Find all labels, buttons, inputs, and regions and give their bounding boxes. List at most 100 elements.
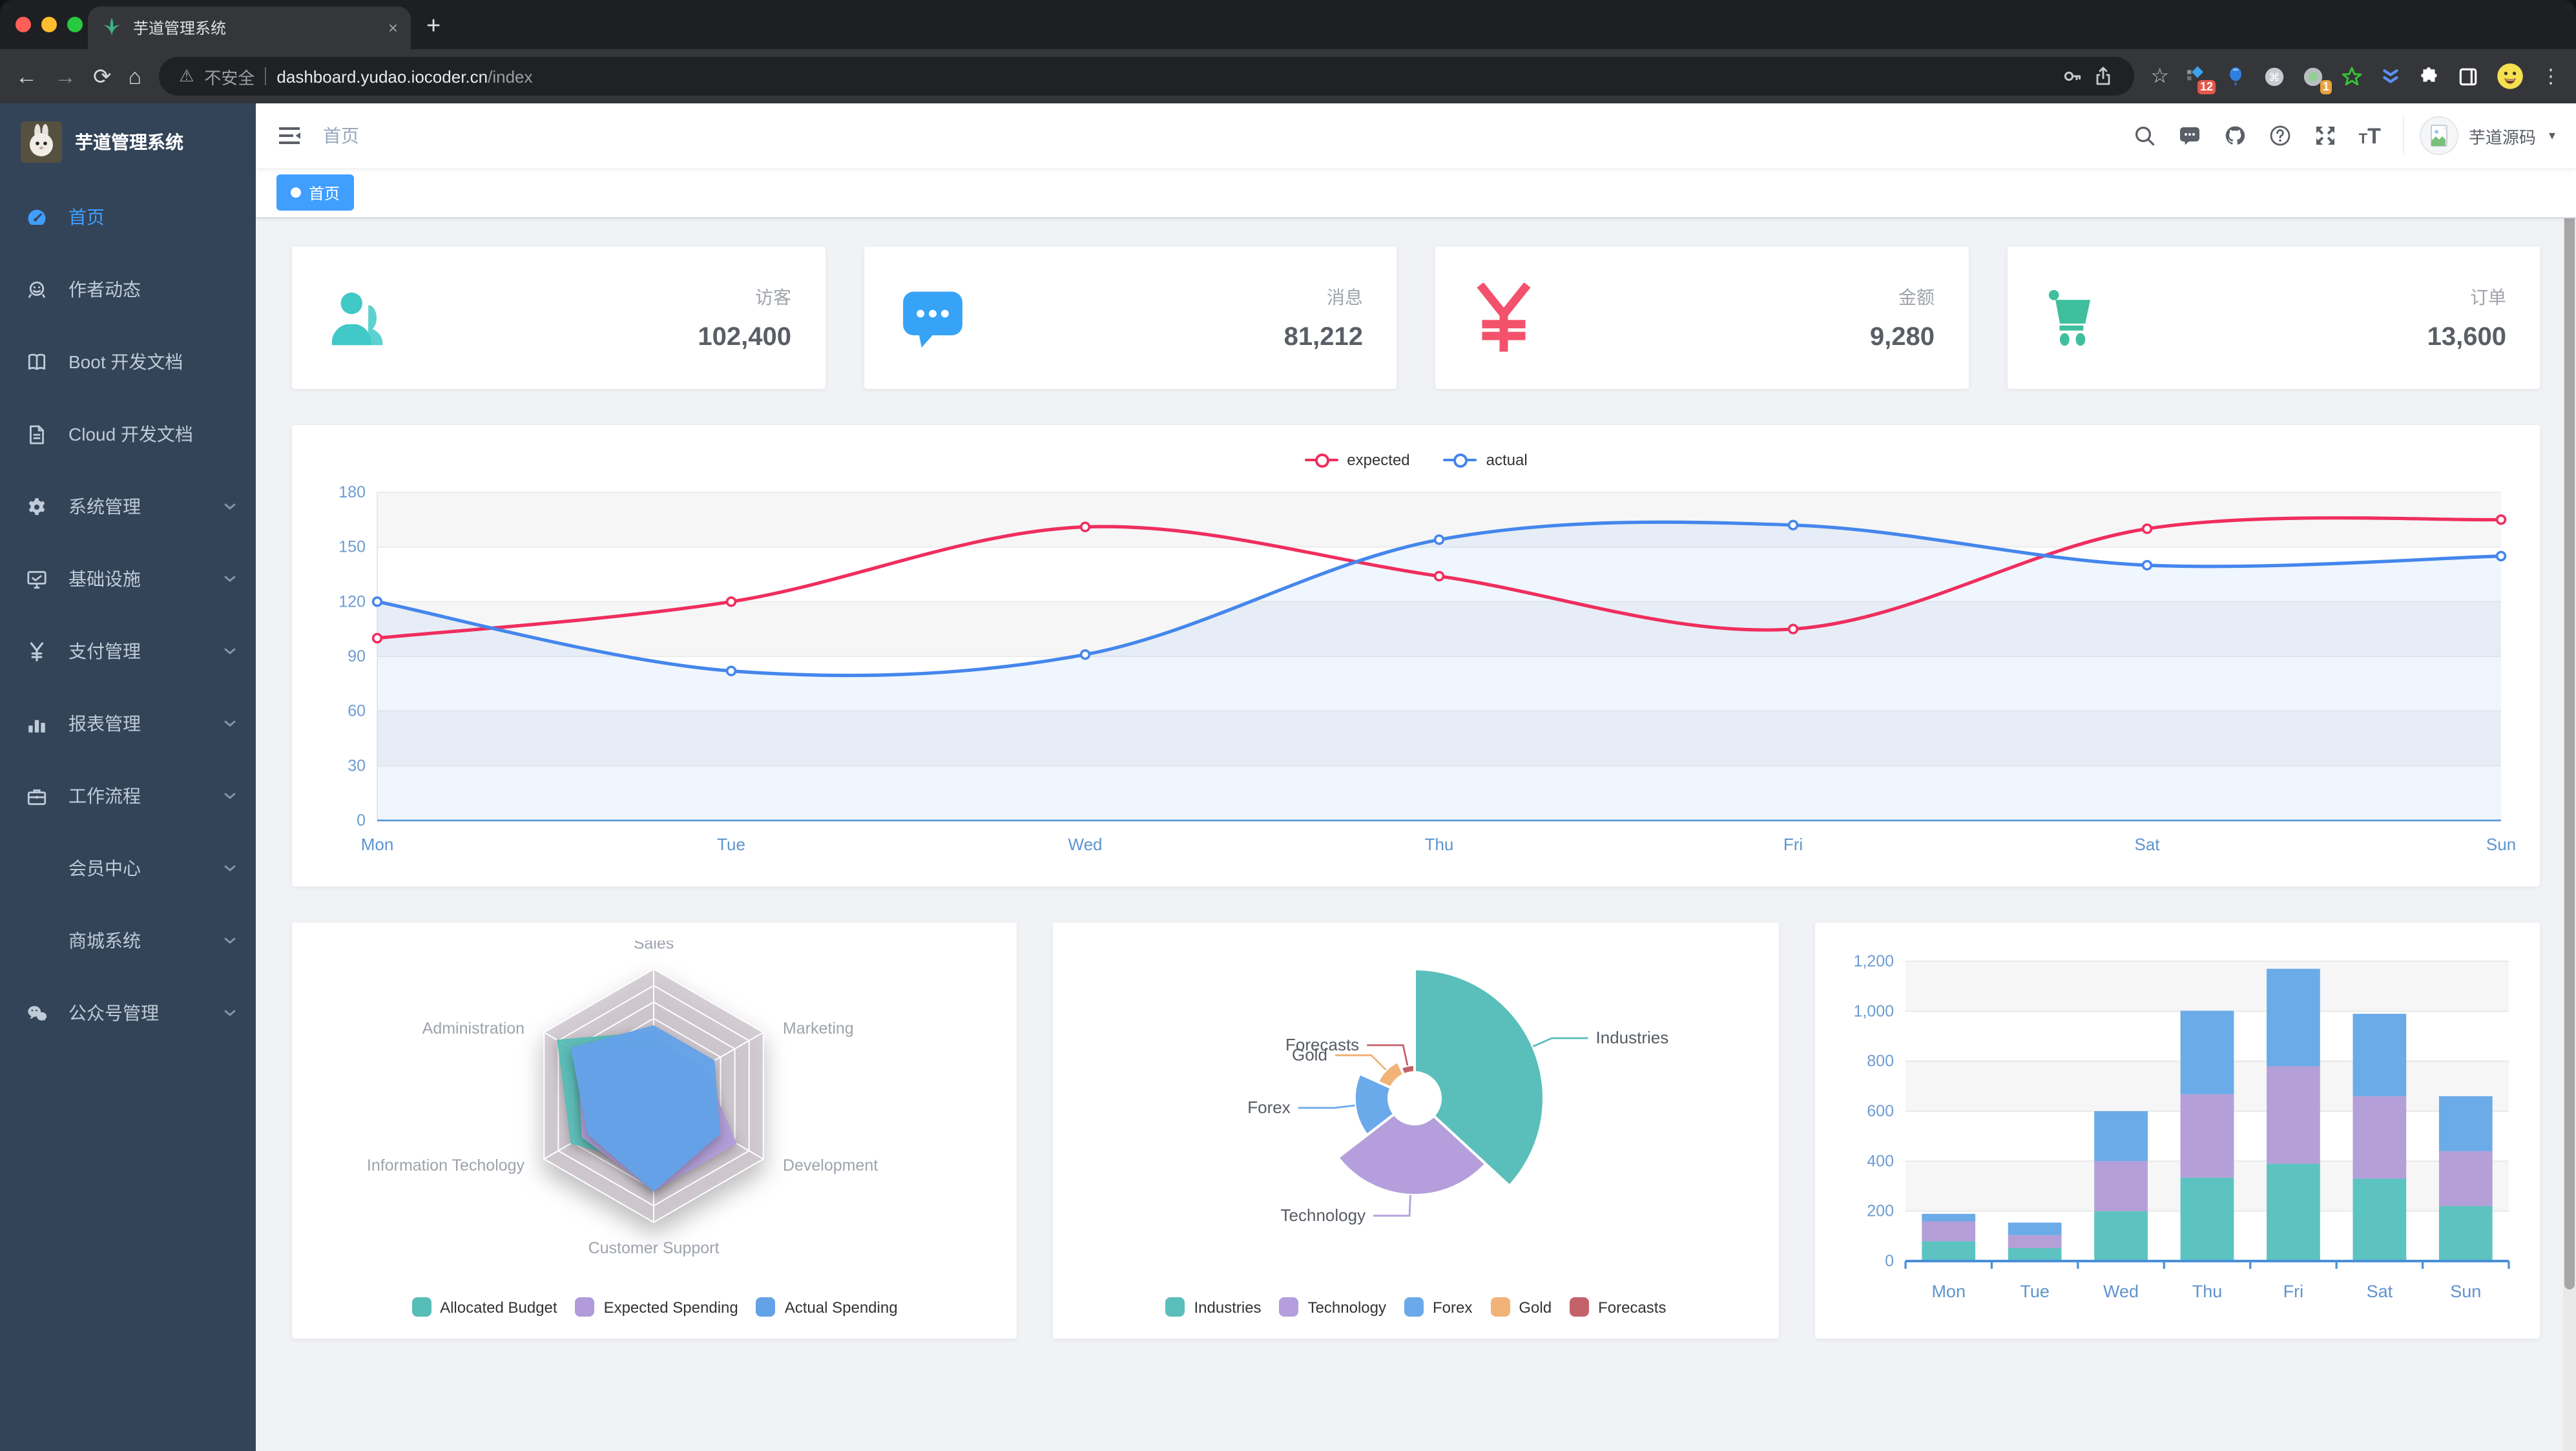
github-icon[interactable] [2223, 124, 2247, 147]
svg-text:200: 200 [1867, 1202, 1894, 1220]
legend-item-technology[interactable]: Technology [1279, 1297, 1386, 1317]
sidebar-item-7[interactable]: 报表管理 [0, 687, 256, 760]
app-logo[interactable]: 芋道管理系统 [0, 103, 256, 181]
address-bar[interactable]: ⚠ 不安全 dashboard.yudao.iocoder.cn/index [158, 57, 2134, 96]
svg-text:Sun: Sun [2486, 835, 2516, 854]
sidebar-item-label: Boot 开发文档 [68, 351, 183, 372]
scrollbar-thumb[interactable] [2564, 103, 2575, 1289]
message-icon[interactable] [2178, 124, 2201, 147]
briefcase-icon [26, 785, 48, 807]
sidebar-item-11[interactable]: 公众号管理 [0, 977, 256, 1049]
legend-item-forecasts[interactable]: Forecasts [1570, 1297, 1666, 1317]
stat-card-1[interactable]: 消息 81,212 [864, 247, 1397, 389]
bookmark-star-icon[interactable]: ☆ [2150, 66, 2169, 88]
legend-swatch [1570, 1297, 1590, 1317]
tab-favicon-icon [101, 17, 123, 39]
money-icon [1469, 283, 1539, 353]
stat-value: 9,280 [1869, 322, 1935, 351]
help-icon[interactable] [2269, 124, 2292, 147]
legend-line-marker [1443, 453, 1477, 468]
new-tab-button[interactable]: + [426, 13, 441, 40]
reload-icon[interactable]: ⟳ [93, 64, 112, 89]
stat-card-3[interactable]: 订单 13,600 [2007, 247, 2540, 389]
svg-text:Forex: Forex [1248, 1098, 1291, 1117]
bar-chart-panel: 0 200 400 600 800 1,000 1,200 Mon Tue Wed Thu Fri Sa… [1814, 923, 2540, 1339]
extension-chevrons-icon[interactable] [2380, 65, 2402, 87]
browser-tab[interactable]: 芋道管理系统 × [88, 6, 411, 49]
svg-text:Fri: Fri [1783, 835, 1803, 854]
svg-text:0: 0 [1884, 1252, 1893, 1270]
password-key-icon[interactable] [2061, 66, 2082, 87]
sidebar-item-10[interactable]: 商城系统 [0, 904, 256, 977]
sidebar-item-1[interactable]: 作者动态 [0, 253, 256, 326]
back-icon[interactable]: ← [16, 64, 37, 89]
message-icon [897, 283, 967, 353]
svg-text:Thu: Thu [1425, 835, 1454, 854]
stat-card-0[interactable]: 访客 102,400 [292, 247, 825, 389]
tags-view-bar: 首页 [256, 168, 2576, 218]
tag-home[interactable]: 首页 [276, 174, 355, 211]
url-host: dashboard.yudao.iocoder.cn [276, 67, 488, 86]
legend-item-industries[interactable]: Industries [1165, 1297, 1262, 1317]
extension-star-icon[interactable] [2341, 65, 2363, 87]
extension-record-icon[interactable]: 1 [2302, 65, 2332, 94]
share-icon[interactable] [2092, 66, 2113, 87]
breadcrumb[interactable]: 首页 [323, 125, 359, 146]
home-icon[interactable]: ⌂ [128, 64, 142, 89]
pie-chart-panel: Industries Technology Forex Gold Forecasts I… [1053, 923, 1779, 1339]
sidebar-item-label: 商城系统 [68, 930, 141, 951]
sidebar-toggle-icon[interactable] [2457, 65, 2479, 87]
legend-swatch [1279, 1297, 1299, 1317]
sidebar: 芋道管理系统 首页 作者动态 Boot 开发文档 Cloud 开发文档系统管理基础设施… [0, 103, 256, 1451]
fullscreen-icon[interactable] [2314, 124, 2337, 147]
legend-label: Forecasts [1598, 1298, 1667, 1316]
legend-item-expected-spending[interactable]: Expected Spending [575, 1297, 738, 1317]
profile-avatar[interactable] [2496, 62, 2524, 90]
sidebar-item-5[interactable]: 基础设施 [0, 543, 256, 615]
tag-dot [291, 187, 301, 198]
legend-item-actual[interactable]: actual [1443, 451, 1528, 469]
window-close-button[interactable] [16, 17, 31, 32]
legend-item-forex[interactable]: Forex [1404, 1297, 1472, 1317]
page-scrollbar[interactable] [2563, 103, 2576, 1451]
extension-balloon-icon[interactable] [2225, 65, 2247, 87]
sidebar-item-label: 系统管理 [68, 496, 141, 517]
svg-text:600: 600 [1867, 1102, 1894, 1120]
macos-traffic-lights [16, 17, 83, 32]
sidebar-item-6[interactable]: 支付管理 [0, 615, 256, 687]
extensions-puzzle-icon[interactable] [2418, 65, 2440, 87]
user-menu[interactable]: 芋道源码 ▾ [2402, 116, 2555, 155]
line-chart-panel: expected actual 0 30 60 90 120 150 180 Mon Tue Wed… [292, 425, 2540, 886]
svg-text:Tue: Tue [2020, 1282, 2050, 1301]
sidebar-item-0[interactable]: 首页 [0, 181, 256, 253]
svg-text:Customer Support: Customer Support [588, 1239, 720, 1257]
tab-close-icon[interactable]: × [388, 18, 398, 37]
sidebar-item-2[interactable]: Boot 开发文档 [0, 326, 256, 398]
sidebar-item-3[interactable]: Cloud 开发文档 [0, 398, 256, 470]
search-icon[interactable] [2133, 124, 2156, 147]
legend-item-expected[interactable]: expected [1304, 451, 1410, 469]
legend-item-gold[interactable]: Gold [1490, 1297, 1552, 1317]
svg-text:Wed: Wed [2103, 1282, 2138, 1301]
hamburger-icon[interactable] [276, 123, 302, 149]
sidebar-item-label: 公众号管理 [68, 1003, 159, 1023]
svg-text:60: 60 [348, 702, 366, 720]
window-minimize-button[interactable] [41, 17, 57, 32]
legend-item-allocated-budget[interactable]: Allocated Budget [411, 1297, 557, 1317]
sidebar-item-9[interactable]: 会员中心 [0, 832, 256, 904]
browser-menu-icon[interactable]: ⋮ [2541, 66, 2560, 88]
forward-icon[interactable]: → [54, 64, 76, 89]
extension-diamond-icon[interactable]: 12 [2186, 65, 2216, 94]
chevron-down-icon [222, 643, 238, 659]
legend-item-actual-spending[interactable]: Actual Spending [756, 1297, 898, 1317]
svg-text:Sales: Sales [634, 941, 674, 952]
tab-title: 芋道管理系统 [133, 19, 227, 37]
stat-card-2[interactable]: 金额 9,280 [1435, 247, 1968, 389]
extension-command-icon[interactable]: ⌘ [2263, 65, 2285, 87]
sidebar-item-8[interactable]: 工作流程 [0, 760, 256, 832]
window-zoom-button[interactable] [67, 17, 83, 32]
pie-chart-legend: Industries Technology Forex Gold Forecasts [1072, 1273, 1761, 1324]
sidebar-item-4[interactable]: 系统管理 [0, 470, 256, 543]
legend-swatch [1165, 1297, 1185, 1317]
